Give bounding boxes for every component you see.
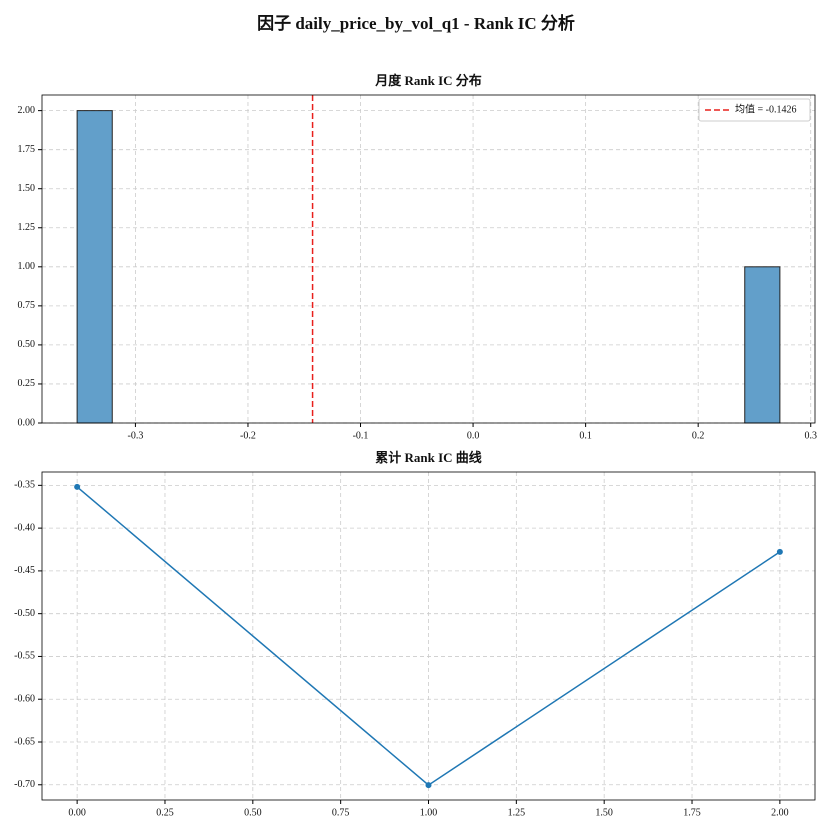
- y-tick-label: -0.45: [14, 565, 35, 576]
- x-tick-label: 1.75: [683, 807, 701, 818]
- y-tick-label: 1.75: [18, 144, 36, 155]
- y-tick-label: 1.00: [18, 261, 36, 272]
- y-tick-label: -0.70: [14, 779, 35, 790]
- axes-title: 累计 Rank IC 曲线: [375, 450, 482, 465]
- legend-box: [698, 98, 811, 122]
- y-tick-label: -0.50: [14, 608, 35, 619]
- x-tick-label: 2.00: [771, 807, 789, 818]
- x-tick-label: 1.50: [595, 807, 613, 818]
- x-tick-label: -0.2: [240, 430, 256, 441]
- point: [776, 548, 783, 555]
- y-tick-label: 0.25: [18, 378, 36, 389]
- x-tick-label: 0.0: [467, 430, 480, 441]
- y-tick-label: -0.55: [14, 651, 35, 662]
- x-tick-label: 0.75: [332, 807, 350, 818]
- bar: [744, 266, 781, 424]
- x-tick-label: 0.2: [692, 430, 705, 441]
- y-tick-label: 0.50: [18, 339, 36, 350]
- axes-frame: [41, 94, 816, 424]
- x-tick-label: 0.1: [579, 430, 592, 441]
- axes-frame: [41, 471, 816, 801]
- y-tick-label: -0.65: [14, 736, 35, 747]
- y-tick-label: 0.75: [18, 300, 36, 311]
- x-tick-label: 1.25: [508, 807, 526, 818]
- x-tick-label: 1.00: [420, 807, 438, 818]
- legend-label: 均值 = -0.1426: [735, 102, 796, 115]
- y-tick-label: 2.00: [18, 105, 36, 116]
- y-tick-label: -0.35: [14, 480, 35, 491]
- y-tick-label: 0.00: [18, 417, 36, 428]
- figure-title: 因子 daily_price_by_vol_q1 - Rank IC 分析: [257, 13, 575, 33]
- x-tick-label: 0.00: [68, 807, 86, 818]
- x-tick-label: -0.3: [127, 430, 143, 441]
- x-tick-label: 0.50: [244, 807, 262, 818]
- point: [425, 782, 432, 789]
- y-tick-label: -0.60: [14, 694, 35, 705]
- y-tick-label: -0.40: [14, 522, 35, 533]
- x-tick-label: -0.1: [353, 430, 369, 441]
- x-tick-label: 0.3: [804, 430, 817, 441]
- x-tick-label: 0.25: [156, 807, 174, 818]
- y-tick-label: 1.25: [18, 222, 36, 233]
- point: [74, 483, 81, 490]
- y-tick-label: 1.50: [18, 183, 36, 194]
- bar: [76, 110, 113, 424]
- axes-title: 月度 Rank IC 分布: [374, 73, 482, 88]
